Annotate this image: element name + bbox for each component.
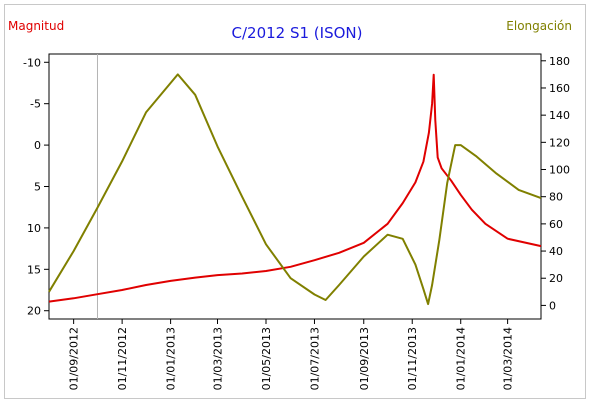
right-tick-label: 140 <box>549 109 570 122</box>
x-tick-label: 01/03/2013 <box>212 327 225 390</box>
right-tick-label: 180 <box>549 55 570 68</box>
x-tick-label: 01/05/2013 <box>260 327 273 390</box>
left-tick-label: -10 <box>23 56 41 69</box>
left-tick-label: 20 <box>27 305 41 318</box>
left-tick-label: 10 <box>27 222 41 235</box>
left-tick-label: -5 <box>30 98 41 111</box>
magnitude-series-line <box>48 73 542 303</box>
y-axis-left-label: Magnitud <box>8 19 65 33</box>
x-tick-label: 01/01/2014 <box>455 327 468 390</box>
left-tick-label: 0 <box>34 139 41 152</box>
elongation-series-line <box>48 73 542 306</box>
right-tick-label: 120 <box>549 136 570 149</box>
x-tick-label: 01/09/2012 <box>68 327 81 390</box>
right-tick-label: 100 <box>549 164 570 177</box>
chart-title: C/2012 S1 (ISON) <box>231 24 363 42</box>
x-tick-label: 01/11/2012 <box>116 327 129 390</box>
right-tick-label: 60 <box>549 218 563 231</box>
x-tick-label: 01/01/2013 <box>165 327 178 390</box>
right-tick-label: 40 <box>549 245 563 258</box>
x-tick-label: 01/03/2014 <box>502 327 515 390</box>
x-tick-label: 01/11/2013 <box>406 327 419 390</box>
right-tick-label: 20 <box>549 272 563 285</box>
x-tick-label: 01/09/2013 <box>358 327 371 390</box>
left-tick-label: 5 <box>34 181 41 194</box>
plot-area <box>48 53 542 320</box>
right-tick-label: 0 <box>549 299 556 312</box>
x-tick-label: 01/07/2013 <box>308 327 321 390</box>
left-tick-label: 15 <box>27 263 41 276</box>
right-tick-label: 160 <box>549 82 570 95</box>
right-tick-label: 80 <box>549 191 563 204</box>
y-axis-right-label: Elongación <box>506 19 572 33</box>
